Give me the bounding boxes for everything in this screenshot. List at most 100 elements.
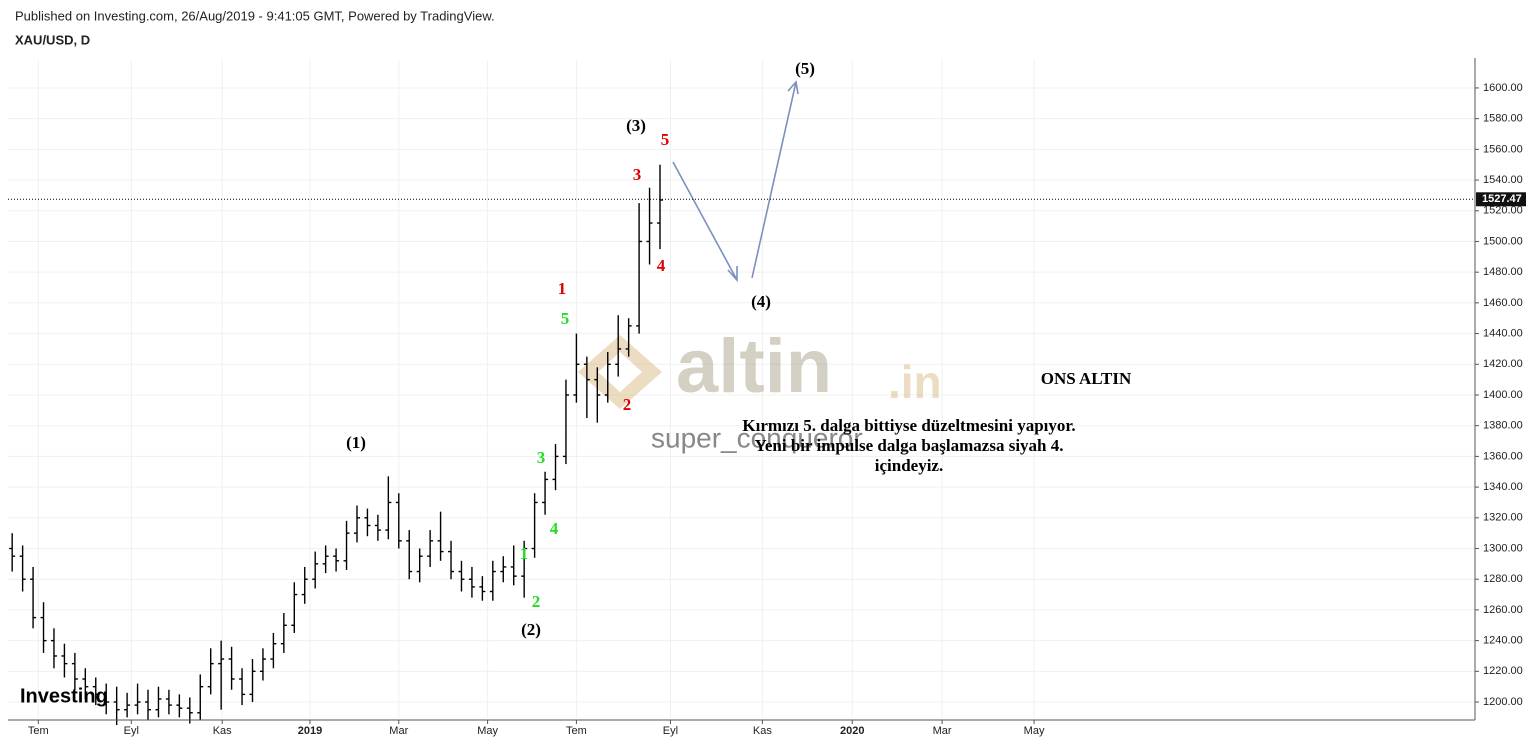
y-tick-label: 1240.00 bbox=[1483, 635, 1523, 647]
ohlc-bar bbox=[625, 318, 632, 357]
y-tick-label: 1580.00 bbox=[1483, 113, 1523, 125]
ohlc-bar bbox=[468, 566, 475, 598]
ohlc-bar bbox=[103, 683, 110, 715]
wave-label: (2) bbox=[521, 620, 541, 639]
y-tick-label: 1440.00 bbox=[1483, 327, 1523, 339]
wave-label: 2 bbox=[623, 395, 632, 414]
ohlc-bar bbox=[374, 514, 381, 541]
wave-label: 5 bbox=[561, 309, 570, 328]
ohlc-bar bbox=[594, 367, 601, 423]
ohlc-bar bbox=[239, 668, 246, 706]
y-tick-label: 1340.00 bbox=[1483, 481, 1523, 493]
ohlc-bar bbox=[124, 692, 131, 718]
last-price-box bbox=[1476, 192, 1526, 207]
ohlc-bar bbox=[521, 540, 528, 598]
ohlc-bar bbox=[364, 508, 371, 537]
ohlc-bar bbox=[500, 556, 507, 583]
ohlc-bar bbox=[40, 602, 47, 653]
ohlc-bar bbox=[19, 545, 26, 592]
bars bbox=[9, 164, 663, 726]
ohlc-bar bbox=[395, 493, 402, 549]
ohlc-bar bbox=[562, 379, 569, 465]
ohlc-bar bbox=[291, 582, 298, 633]
ohlc-bar bbox=[197, 674, 204, 721]
ohlc-bar bbox=[437, 511, 444, 561]
y-tick-label: 1400.00 bbox=[1483, 389, 1523, 401]
y-tick-label: 1480.00 bbox=[1483, 266, 1523, 278]
ohlc-bar bbox=[353, 505, 360, 543]
wave-label: 5 bbox=[661, 130, 670, 149]
y-tick-label: 1500.00 bbox=[1483, 235, 1523, 247]
ohlc-bar bbox=[113, 686, 120, 726]
ohlc-bar bbox=[207, 648, 214, 695]
y-tick-label: 1220.00 bbox=[1483, 665, 1523, 677]
ohlc-bar bbox=[458, 560, 465, 592]
ohlc-bar bbox=[333, 548, 340, 572]
note-title: ONS ALTIN bbox=[1041, 369, 1132, 388]
wave-label: 1 bbox=[520, 544, 529, 563]
y-tick-label: 1200.00 bbox=[1483, 696, 1523, 708]
ohlc-bar bbox=[343, 520, 350, 571]
wave-label: 4 bbox=[657, 256, 666, 275]
ohlc-bar bbox=[134, 683, 141, 715]
wave-label: (1) bbox=[346, 433, 366, 452]
wave-label: (5) bbox=[795, 59, 815, 78]
watermark-user: super_conqueror bbox=[651, 422, 863, 453]
x-tick-label: Eyl bbox=[124, 725, 139, 737]
wave-label: 3 bbox=[537, 448, 546, 467]
grid bbox=[8, 60, 1475, 718]
brand: Investing bbox=[20, 685, 108, 707]
ohlc-bar bbox=[583, 356, 590, 419]
ohlc-bar bbox=[385, 476, 392, 540]
ohlc-bar bbox=[416, 548, 423, 583]
wave-label: 1 bbox=[558, 279, 567, 298]
ohlc-bar bbox=[61, 643, 68, 678]
ohlc-bar bbox=[228, 646, 235, 690]
ohlc-bar bbox=[82, 668, 89, 699]
ohlc-bar bbox=[92, 677, 99, 706]
ohlc-bar bbox=[479, 576, 486, 601]
ohlc-bar bbox=[573, 333, 580, 403]
watermark-logo bbox=[578, 335, 662, 409]
y-tick-label: 1540.00 bbox=[1483, 174, 1523, 186]
x-tick-label: 2020 bbox=[840, 725, 864, 737]
ohlc-bar bbox=[489, 560, 496, 601]
x-tick-label: Kas bbox=[213, 725, 232, 737]
ohlc-bar bbox=[50, 628, 57, 669]
ohlc-bar bbox=[448, 540, 455, 580]
wave-label: 2 bbox=[532, 592, 541, 611]
arrow bbox=[672, 161, 738, 281]
y-tick-label: 1460.00 bbox=[1483, 297, 1523, 309]
arrow-head bbox=[787, 80, 799, 95]
wave-label: (3) bbox=[626, 116, 646, 135]
note-line: Yeni bir impulse dalga başlamazsa siyah … bbox=[754, 436, 1063, 455]
ohlc-bar bbox=[259, 648, 266, 681]
wave-label: 4 bbox=[550, 519, 559, 538]
ohlc-bar bbox=[615, 315, 622, 377]
y-tick-label: 1560.00 bbox=[1483, 143, 1523, 155]
note-line: Kırmızı 5. dalga bittiyse düzeltmesini y… bbox=[742, 416, 1075, 435]
ohlc-bar bbox=[249, 659, 256, 703]
header: Published on Investing.com, 26/Aug/2019 … bbox=[15, 8, 495, 23]
ohlc-bar bbox=[322, 545, 329, 574]
ohlc-bar bbox=[9, 533, 16, 572]
x-tick-label: Mar bbox=[389, 725, 408, 737]
wave-label: 3 bbox=[633, 165, 642, 184]
x-tick-label: Kas bbox=[753, 725, 772, 737]
watermark-text: altin bbox=[676, 324, 832, 409]
ohlc-bar bbox=[30, 566, 37, 629]
arrows bbox=[672, 80, 799, 283]
ohlc-bar bbox=[270, 632, 277, 669]
y-tick-label: 1300.00 bbox=[1483, 542, 1523, 554]
x-tick-label: Eyl bbox=[663, 725, 678, 737]
arrow bbox=[751, 81, 797, 279]
ohlc-bar bbox=[218, 640, 225, 710]
ohlc-bar bbox=[165, 689, 172, 715]
ohlc-bar bbox=[646, 187, 653, 265]
ohlc-bar bbox=[552, 444, 559, 491]
y-tick-label: 1360.00 bbox=[1483, 450, 1523, 462]
y-tick-label: 1280.00 bbox=[1483, 573, 1523, 585]
arrow-head bbox=[727, 266, 738, 283]
ohlc-bar bbox=[145, 689, 152, 721]
